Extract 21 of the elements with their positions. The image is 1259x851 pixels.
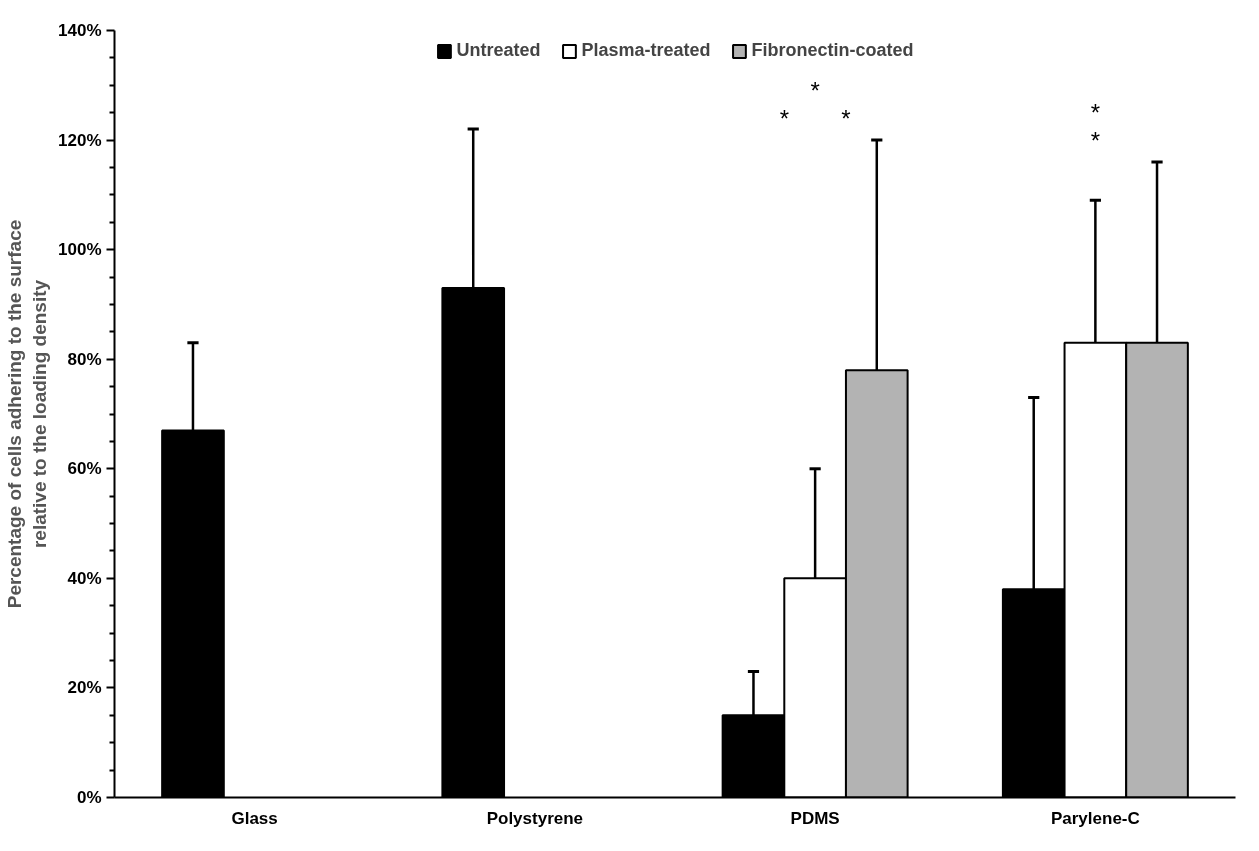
annotation: * (841, 105, 851, 133)
x-tick-label: PDMS (790, 808, 840, 828)
x-tick-label: Glass (231, 808, 278, 828)
annotation: * (779, 105, 789, 133)
y-tick-label: 60% (67, 459, 102, 479)
legend-label: Plasma-treated (581, 40, 711, 61)
legend-label: Untreated (456, 40, 541, 61)
y-tick-label: 80% (67, 349, 102, 369)
y-tick-label: 120% (58, 130, 102, 150)
y-tick-label: 40% (67, 568, 102, 588)
y-tick-label: 0% (76, 788, 102, 807)
annotation: * (1090, 98, 1101, 126)
y-tick-label: 140% (58, 21, 102, 40)
y-axis-title: Percentage of cells adhering to the surface relative to the loading density (3, 219, 51, 609)
legend-label: Fibronectin-coated (751, 40, 914, 61)
x-tick-label: Polystyrene (486, 808, 584, 828)
y-tick-label: 20% (67, 678, 102, 698)
y-tick-label: 100% (58, 240, 102, 260)
annotation: * (810, 77, 820, 105)
x-tick-label: Parylene-C (1050, 808, 1140, 828)
annotation: * (1090, 126, 1101, 154)
